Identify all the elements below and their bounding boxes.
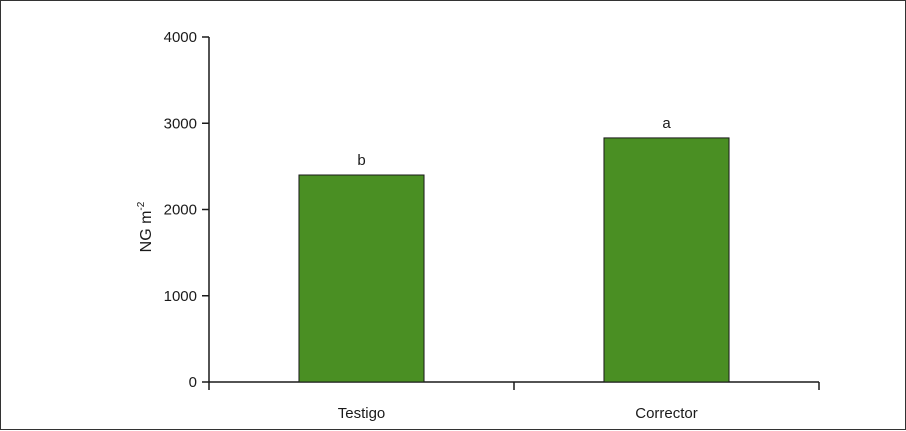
bars: ba (298, 115, 730, 383)
x-tick-label: Corrector (635, 405, 698, 422)
x-axis: Testigo Corrector (208, 381, 820, 422)
y-tick-label: 0 (189, 374, 197, 391)
y-axis-title: NG m-2 (136, 201, 155, 252)
y-tick-label: 1000 (164, 288, 197, 305)
y-tick-label: 4000 (164, 29, 197, 46)
y-tick-label: 3000 (164, 115, 197, 132)
bar-significance-label: a (662, 115, 671, 132)
y-axis-title-main: NG m (138, 211, 155, 253)
y-axis-title-superscript: -2 (136, 201, 147, 210)
bar-testigo (298, 174, 425, 383)
bar-corrector (603, 137, 730, 383)
y-tick-label: 2000 (164, 202, 197, 219)
y-axis: 0 1000 2000 3000 4000 (164, 29, 210, 391)
bar-significance-label: b (357, 152, 365, 169)
x-tick-label: Testigo (338, 405, 386, 422)
